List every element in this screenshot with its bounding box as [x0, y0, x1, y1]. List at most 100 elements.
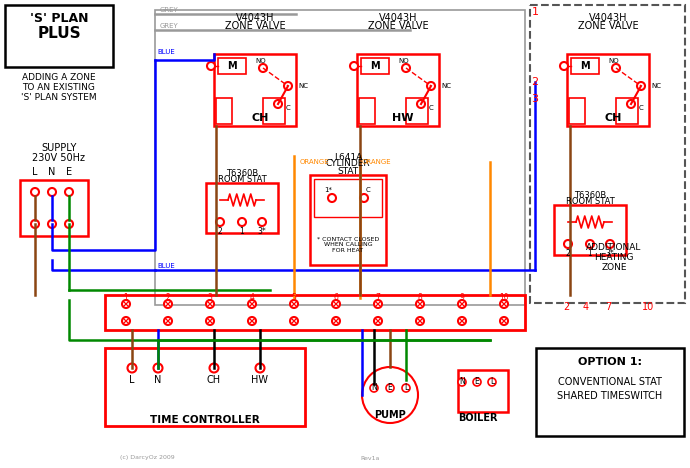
Circle shape — [458, 300, 466, 308]
Text: 8: 8 — [417, 292, 422, 301]
Text: 7: 7 — [605, 302, 611, 312]
Circle shape — [500, 300, 508, 308]
Text: 3*: 3* — [606, 249, 614, 257]
Circle shape — [370, 384, 378, 392]
Bar — [218, 58, 246, 74]
Text: V4043H: V4043H — [379, 13, 417, 23]
Text: GREY: GREY — [160, 23, 179, 29]
Text: 1: 1 — [588, 249, 593, 257]
Circle shape — [206, 300, 214, 308]
Text: ROOM STAT: ROOM STAT — [217, 176, 266, 184]
Circle shape — [238, 218, 246, 226]
Text: E: E — [475, 378, 480, 387]
Text: 1*: 1* — [324, 187, 332, 193]
Circle shape — [362, 367, 418, 423]
Text: CONVENTIONAL STAT: CONVENTIONAL STAT — [558, 377, 662, 387]
Text: V4043H: V4043H — [589, 13, 627, 23]
Bar — [357, 54, 439, 126]
Text: ADDITIONAL: ADDITIONAL — [586, 243, 642, 253]
Text: 'S' PLAN: 'S' PLAN — [30, 12, 88, 24]
Text: N: N — [459, 378, 465, 387]
Circle shape — [207, 62, 215, 70]
Bar — [155, 10, 525, 305]
Circle shape — [206, 317, 214, 325]
Bar — [567, 54, 649, 126]
Text: 4: 4 — [583, 302, 589, 312]
Circle shape — [564, 240, 572, 248]
Circle shape — [500, 317, 508, 325]
Bar — [5, 5, 113, 67]
Circle shape — [374, 300, 382, 308]
Text: 3: 3 — [531, 94, 538, 104]
Text: 10: 10 — [642, 302, 654, 312]
Circle shape — [248, 317, 256, 325]
Text: L: L — [404, 383, 408, 393]
Text: E: E — [66, 167, 72, 177]
Text: 7: 7 — [375, 292, 380, 301]
Text: 2: 2 — [166, 292, 170, 301]
Bar — [536, 348, 684, 436]
Text: 3: 3 — [208, 292, 213, 301]
Text: SUPPLY: SUPPLY — [41, 143, 77, 153]
Bar — [263, 98, 285, 124]
Circle shape — [248, 300, 256, 308]
Circle shape — [560, 62, 568, 70]
Text: V4043H: V4043H — [236, 13, 274, 23]
Text: ZONE: ZONE — [601, 263, 627, 272]
Circle shape — [488, 378, 496, 386]
Circle shape — [350, 62, 358, 70]
Text: HW: HW — [392, 113, 414, 123]
Bar — [458, 370, 508, 412]
Circle shape — [612, 64, 620, 72]
Circle shape — [416, 300, 424, 308]
Circle shape — [164, 317, 172, 325]
Text: BLUE: BLUE — [157, 49, 175, 55]
Text: C: C — [639, 105, 644, 111]
Bar — [216, 98, 232, 124]
Bar — [554, 205, 626, 255]
Text: GREY: GREY — [160, 7, 179, 13]
Circle shape — [402, 64, 410, 72]
Text: N: N — [155, 375, 161, 385]
Circle shape — [627, 100, 635, 108]
Circle shape — [402, 384, 410, 392]
Text: BLUE: BLUE — [157, 263, 175, 269]
Bar — [359, 98, 375, 124]
Text: M: M — [580, 61, 590, 71]
Circle shape — [284, 82, 292, 90]
Circle shape — [458, 317, 466, 325]
Circle shape — [290, 317, 298, 325]
Text: 2: 2 — [563, 302, 569, 312]
Text: PLUS: PLUS — [37, 27, 81, 42]
Text: HEATING: HEATING — [594, 254, 633, 263]
Text: PUMP: PUMP — [374, 410, 406, 420]
Text: 'S' PLAN SYSTEM: 'S' PLAN SYSTEM — [21, 94, 97, 102]
Circle shape — [153, 364, 163, 373]
Text: C: C — [286, 105, 290, 111]
Circle shape — [210, 364, 219, 373]
Text: L: L — [129, 375, 135, 385]
Circle shape — [31, 220, 39, 228]
Text: ZONE VALVE: ZONE VALVE — [368, 21, 428, 31]
Text: E: E — [388, 383, 393, 393]
Text: 1: 1 — [239, 227, 244, 235]
Circle shape — [274, 100, 282, 108]
Circle shape — [586, 240, 594, 248]
Text: NO: NO — [256, 58, 266, 64]
Circle shape — [216, 218, 224, 226]
Circle shape — [48, 220, 56, 228]
Text: 4: 4 — [250, 292, 255, 301]
Text: 2: 2 — [566, 249, 571, 257]
Text: (c) DarcyOz 2009: (c) DarcyOz 2009 — [120, 455, 175, 461]
Text: ROOM STAT: ROOM STAT — [566, 197, 614, 206]
Text: 5: 5 — [292, 292, 297, 301]
Text: NC: NC — [651, 83, 661, 89]
Circle shape — [332, 300, 340, 308]
Text: ORANGE: ORANGE — [300, 159, 330, 165]
Bar — [206, 183, 278, 233]
Text: Rev1a: Rev1a — [360, 455, 380, 461]
Circle shape — [259, 64, 267, 72]
Text: M: M — [371, 61, 380, 71]
Text: T6360B: T6360B — [226, 168, 258, 177]
Bar — [20, 180, 88, 236]
